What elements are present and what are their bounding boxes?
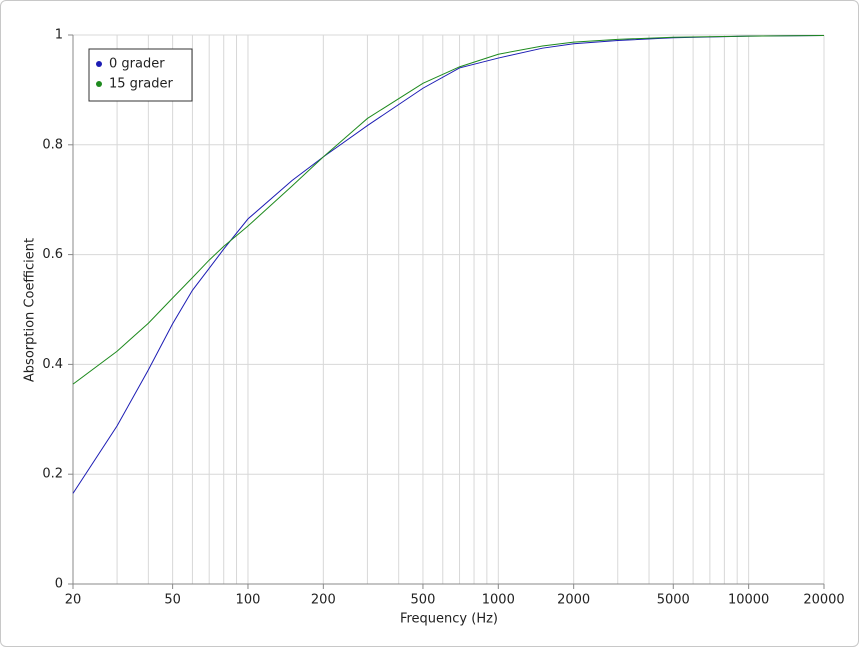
y-axis-label: Absorption Coefficient [23, 238, 38, 382]
legend-label: 15 grader [109, 77, 173, 92]
x-tick-label: 2000 [557, 593, 590, 608]
x-tick-label: 20 [65, 593, 82, 608]
legend-box [88, 48, 193, 102]
y-tick-label: 0.8 [42, 137, 63, 152]
x-tick-label: 20000 [803, 593, 844, 608]
x-tick-label: 100 [236, 593, 261, 608]
series-line [72, 35, 825, 494]
x-axis-label: Frequency (Hz) [400, 612, 498, 627]
x-tick-label: 10000 [728, 593, 769, 608]
legend-marker [96, 81, 102, 87]
x-tick-label: 200 [311, 593, 336, 608]
legend: 0 grader 15 grader [88, 48, 193, 102]
y-tick-label: 1 [55, 28, 63, 43]
legend-label: 0 grader [109, 57, 165, 72]
x-tick-label: 50 [164, 593, 181, 608]
y-tick-label: 0.6 [42, 247, 63, 262]
x-tick-label: 500 [411, 593, 436, 608]
y-tick-label: 0.2 [42, 467, 63, 482]
series-line [72, 35, 825, 385]
y-tick-label: 0 [55, 577, 63, 592]
x-tick-label: 1000 [482, 593, 515, 608]
legend-marker [96, 61, 102, 67]
x-tick-label: 5000 [657, 593, 690, 608]
y-tick-label: 0.4 [42, 357, 63, 372]
